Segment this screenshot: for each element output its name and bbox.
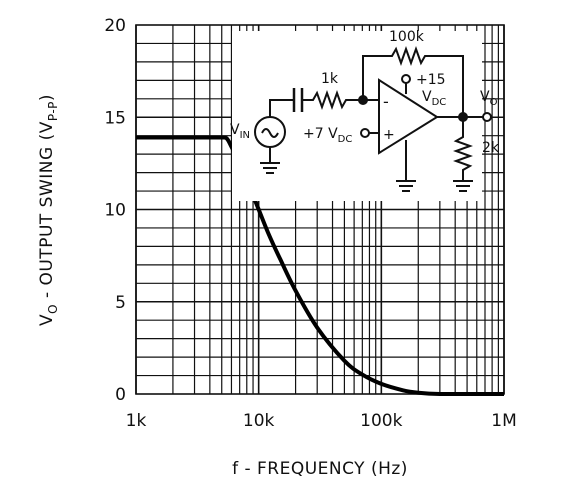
op-amp-triangle bbox=[378, 78, 439, 155]
x-tick-labels: 1k 10k 100k 1M bbox=[126, 411, 517, 431]
supply-voltage-label: +15 bbox=[416, 72, 446, 88]
x-tick-label: 1M bbox=[491, 411, 516, 431]
inverting-input-sign: - bbox=[383, 92, 389, 111]
bias-voltage-label: +7 VDC bbox=[303, 126, 352, 145]
x-tick-label: 10k bbox=[243, 411, 275, 431]
output-terminal bbox=[482, 112, 492, 122]
plot-frame bbox=[135, 24, 505, 395]
bias-terminal bbox=[360, 128, 370, 138]
feedback-resistor-label: 100k bbox=[389, 29, 425, 45]
circuit-schematic: 100k 1k VIN - + +15 VDC +7 VDC bbox=[230, 29, 500, 201]
feedback-resistor bbox=[362, 46, 464, 117]
sine-wave-icon bbox=[261, 128, 279, 138]
noninverting-input-sign: + bbox=[383, 127, 395, 143]
ground-icon bbox=[260, 162, 280, 174]
y-tick-label: 5 bbox=[115, 293, 126, 313]
x-axis-label: f - FREQUENCY (Hz) bbox=[232, 459, 408, 479]
supply-vdc-label: VDC bbox=[422, 89, 446, 108]
ground-icon bbox=[396, 180, 416, 192]
load-resistor-label: 2k bbox=[482, 140, 500, 156]
vin-label: VIN bbox=[230, 122, 250, 141]
ground-icon bbox=[453, 180, 473, 192]
y-tick-labels: 0 5 10 15 20 bbox=[104, 16, 126, 405]
series-line-output-swing bbox=[135, 135, 504, 396]
input-wire bbox=[269, 99, 294, 117]
y-tick-label: 15 bbox=[104, 108, 126, 128]
y-tick-label: 20 bbox=[104, 16, 126, 36]
output-label: VO bbox=[480, 89, 498, 108]
junction-dot-input bbox=[358, 95, 368, 105]
y-axis-label: VO - OUTPUT SWING (VP-P) bbox=[37, 94, 60, 326]
x-tick-label: 1k bbox=[126, 411, 147, 431]
input-resistor bbox=[302, 90, 379, 110]
y-tick-label: 0 bbox=[115, 385, 126, 405]
x-tick-label: 100k bbox=[360, 411, 402, 431]
supply-terminal bbox=[401, 74, 411, 84]
load-resistor bbox=[453, 117, 473, 181]
input-resistor-label: 1k bbox=[321, 71, 339, 87]
y-tick-label: 10 bbox=[104, 201, 126, 221]
